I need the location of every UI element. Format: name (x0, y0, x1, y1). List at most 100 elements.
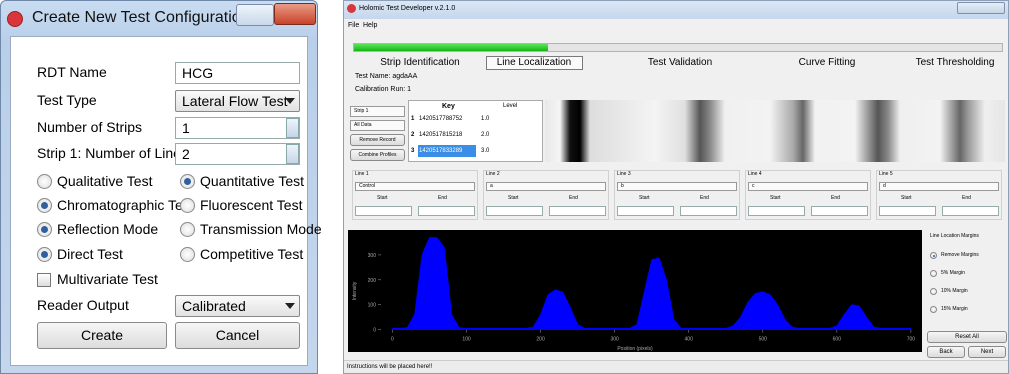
close-button[interactable] (274, 3, 316, 25)
checkbox-label: Multivariate Test (57, 271, 158, 287)
text-input[interactable] (549, 206, 606, 216)
radio-label: Reflection Mode (57, 221, 158, 237)
table-header: Key (442, 102, 455, 111)
text-input[interactable]: 2 (175, 143, 300, 165)
text-input[interactable] (355, 206, 412, 216)
field-label: Number of Strips (37, 119, 142, 135)
start-label: Start (770, 195, 781, 202)
text-input[interactable]: HCG (175, 62, 300, 84)
text-input[interactable] (748, 206, 805, 216)
radio-button[interactable] (180, 174, 195, 189)
dropdown[interactable]: d (879, 182, 999, 191)
radio-button[interactable] (930, 306, 937, 313)
field-label: Reader Output (37, 297, 129, 313)
text-input[interactable] (418, 206, 475, 216)
row-number: 2 (411, 131, 414, 139)
dropdown[interactable]: Control (355, 182, 475, 191)
calibration-run: Calibration Run: 1 (355, 85, 411, 94)
text-input[interactable] (811, 206, 868, 216)
row-key: 1420517815218 (419, 131, 462, 139)
radio-button[interactable] (37, 198, 52, 213)
action-button[interactable]: Combine Profiles (350, 149, 405, 161)
dialog-button[interactable]: Cancel (175, 322, 300, 349)
x-axis-label: Position (pixels) (617, 346, 653, 352)
tab[interactable]: Strip Identification (380, 57, 460, 69)
x-tick-label: 500 (759, 337, 768, 343)
x-tick-label: 300 (610, 337, 619, 343)
dropdown[interactable]: c (748, 182, 868, 191)
radio-label: Competitive Test (200, 246, 303, 262)
table-header: Level (503, 102, 517, 110)
field-label: Strip 1: Number of Lines (37, 145, 188, 161)
tab[interactable]: Line Localization (497, 57, 572, 69)
margin-option: Remove Margins (941, 252, 979, 259)
end-label: End (700, 195, 709, 202)
dropdown[interactable]: b (617, 182, 737, 191)
text-input[interactable] (942, 206, 999, 216)
end-label: End (962, 195, 971, 202)
end-label: End (438, 195, 447, 202)
window-controls[interactable] (957, 2, 1005, 14)
app-icon (7, 11, 23, 27)
text-input[interactable] (879, 206, 936, 216)
row-key: 1420517833289 (419, 147, 462, 155)
margin-option: 15% Margin (941, 306, 968, 313)
dropdown-arrow (285, 98, 295, 104)
checkbox[interactable] (37, 273, 51, 287)
radio-label: Quantitative Test (200, 173, 304, 189)
dropdown[interactable]: Strip 1 (350, 106, 405, 117)
row-level: 1.0 (481, 115, 489, 123)
margin-option: 10% Margin (941, 288, 968, 295)
line-label: Line 4 (748, 171, 762, 178)
app-title: Holomic Test Developer v.2.1.0 (359, 4, 455, 13)
field-label: Test Type (37, 92, 97, 108)
menu-item: Help (363, 21, 377, 30)
dropdown[interactable]: Calibrated (175, 295, 300, 317)
radio-button[interactable] (37, 247, 52, 262)
reset-button[interactable]: Reset All (927, 331, 1007, 343)
x-tick-label: 0 (391, 337, 394, 343)
radio-label: Qualitative Test (57, 173, 152, 189)
row-number: 3 (411, 147, 414, 155)
radio-button[interactable] (180, 222, 195, 237)
radio-label: Transmission Mode (200, 221, 322, 237)
x-tick-label: 600 (833, 337, 842, 343)
dropdown[interactable]: a (486, 182, 606, 191)
dropdown[interactable]: Lateral Flow Test (175, 90, 300, 112)
radio-button[interactable] (37, 222, 52, 237)
line-label: Line 2 (486, 171, 500, 178)
dialog-title: Create New Test Configuration (32, 9, 250, 27)
tab[interactable]: Curve Fitting (799, 57, 856, 69)
y-tick-label: 300 (368, 253, 377, 259)
help-button[interactable] (236, 4, 274, 26)
radio-button[interactable] (180, 198, 195, 213)
radio-button[interactable] (930, 288, 937, 295)
row-level: 3.0 (481, 147, 489, 155)
tab[interactable]: Test Thresholding (916, 57, 995, 69)
dropdown[interactable]: All Data (350, 120, 405, 131)
radio-button[interactable] (37, 174, 52, 189)
radio-button[interactable] (180, 247, 195, 262)
margin-option: 5% Margin (941, 270, 965, 277)
row-key: 1420517788752 (419, 115, 462, 123)
nav-button[interactable]: Next (968, 346, 1006, 358)
start-label: Start (639, 195, 650, 202)
row-level: 2.0 (481, 131, 489, 139)
tab[interactable]: Test Validation (648, 57, 712, 69)
radio-button[interactable] (930, 270, 937, 277)
line-label: Line 3 (617, 171, 631, 178)
end-label: End (569, 195, 578, 202)
nav-button[interactable]: Back (927, 346, 965, 358)
radio-label: Direct Test (57, 246, 123, 262)
text-input[interactable] (486, 206, 543, 216)
line-label: Line 1 (355, 171, 369, 178)
intensity-area (392, 237, 910, 329)
y-axis-label: Intensity (352, 281, 358, 300)
text-input[interactable]: 1 (175, 117, 300, 139)
radio-button[interactable] (930, 252, 937, 259)
text-input[interactable] (617, 206, 674, 216)
dialog-button[interactable]: Create (37, 322, 167, 349)
text-input[interactable] (680, 206, 737, 216)
action-button[interactable]: Remove Record (350, 134, 405, 146)
end-label: End (831, 195, 840, 202)
